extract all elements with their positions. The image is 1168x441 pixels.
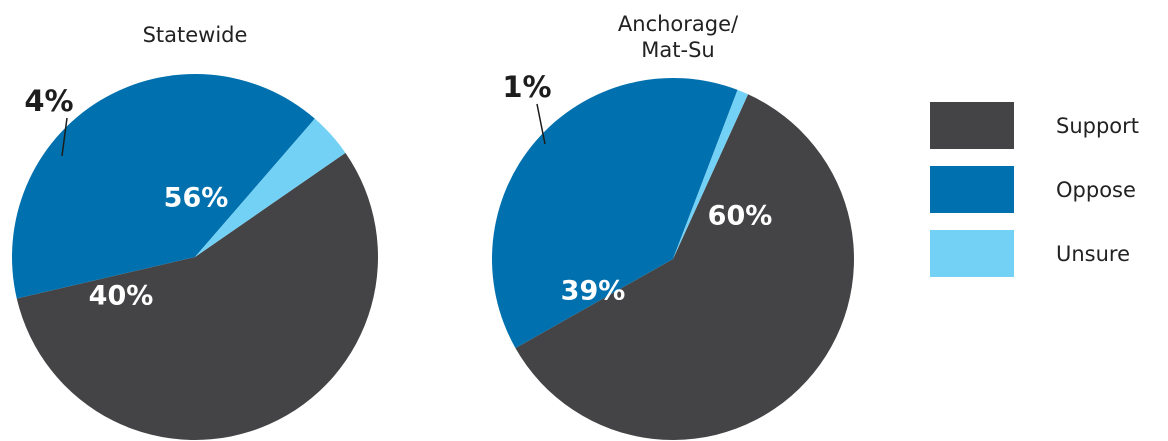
- legend-label-unsure: Unsure: [1056, 242, 1131, 266]
- pie-label-0-oppose: 40%: [89, 281, 154, 312]
- pie-slice-1-unsure: [673, 89, 749, 259]
- pie-slice-1-support: [515, 94, 855, 441]
- pie-leader-line-0: [61, 117, 68, 157]
- pie-label-1-support: 60%: [708, 201, 773, 232]
- pie-slice-0-oppose: [11, 73, 315, 299]
- pie-slice-1-oppose: [491, 77, 738, 349]
- pie-label-0-support: 56%: [164, 183, 229, 214]
- legend-item-unsure: Unsure: [930, 230, 1160, 277]
- legend-item-support: Support: [930, 102, 1160, 149]
- legend-item-oppose: Oppose: [930, 166, 1160, 213]
- legend-swatch-oppose: [930, 166, 1014, 213]
- pie-label-1-oppose: 39%: [561, 276, 626, 307]
- pie-leader-line-1: [536, 103, 546, 145]
- chart-title-statewide: Statewide: [142, 23, 248, 47]
- legend-swatch-unsure: [930, 230, 1014, 277]
- legend-swatch-support: [930, 102, 1014, 149]
- pie-label-0-unsure: 4%: [24, 84, 73, 118]
- legend-label-oppose: Oppose: [1056, 178, 1136, 202]
- legend: Support Oppose Unsure: [930, 102, 1160, 294]
- pie-slice-0-unsure: [195, 118, 346, 257]
- pie-slice-0-support: [16, 152, 379, 441]
- chart-title-anchorage-mat-su: Anchorage/ Mat-Su: [617, 12, 739, 62]
- pie-label-1-unsure: 1%: [502, 70, 551, 104]
- legend-label-support: Support: [1056, 114, 1140, 138]
